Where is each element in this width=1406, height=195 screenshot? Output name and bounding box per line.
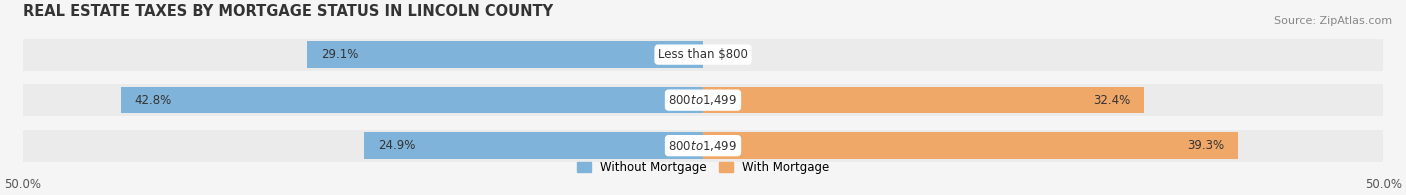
Bar (307, 41, 703, 68)
Text: 0.0%: 0.0% (717, 48, 747, 61)
Text: $800 to $1,499: $800 to $1,499 (668, 139, 738, 153)
Text: 39.3%: 39.3% (1187, 139, 1225, 152)
Bar (703, 87, 1144, 113)
Bar (22, 84, 1384, 116)
Text: 24.9%: 24.9% (378, 139, 415, 152)
Legend: Without Mortgage, With Mortgage: Without Mortgage, With Mortgage (576, 161, 830, 174)
Text: 29.1%: 29.1% (321, 48, 359, 61)
Bar (22, 130, 1384, 162)
Text: Source: ZipAtlas.com: Source: ZipAtlas.com (1274, 16, 1392, 26)
Text: $800 to $1,499: $800 to $1,499 (668, 93, 738, 107)
Bar (364, 132, 703, 159)
Text: Less than $800: Less than $800 (658, 48, 748, 61)
Bar (22, 39, 1384, 71)
Text: 42.8%: 42.8% (134, 94, 172, 107)
Bar (703, 132, 1237, 159)
Bar (121, 87, 703, 113)
Text: 32.4%: 32.4% (1092, 94, 1130, 107)
Text: REAL ESTATE TAXES BY MORTGAGE STATUS IN LINCOLN COUNTY: REAL ESTATE TAXES BY MORTGAGE STATUS IN … (22, 4, 553, 19)
